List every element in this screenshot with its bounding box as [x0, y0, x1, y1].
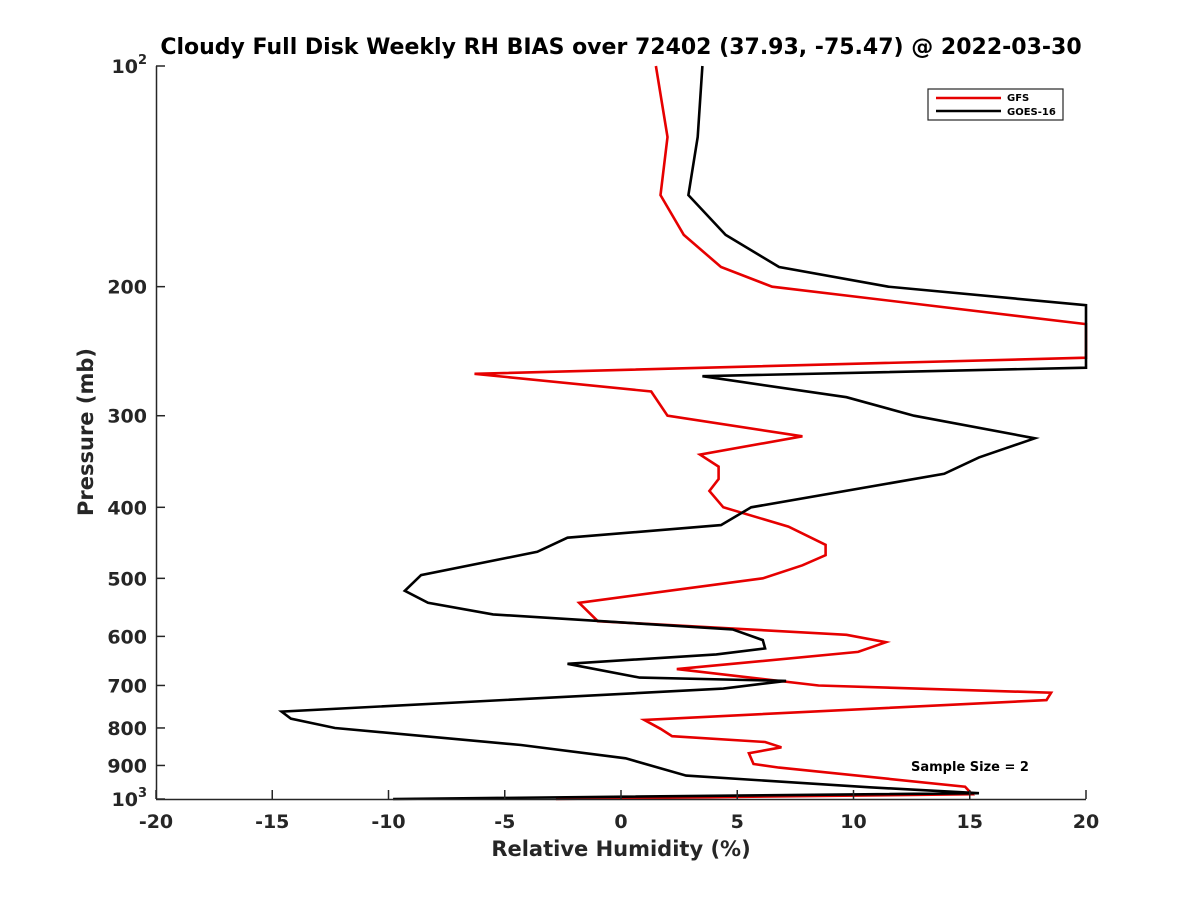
y-tick-label: 300: [107, 406, 147, 428]
plot-frame: [156, 66, 1086, 799]
plot-area: -20 -15 -10 -5 0 5 10 15 20 102 200 300 400 500 600 70…: [107, 53, 1099, 833]
series-line-goes16: [277, 65, 1088, 801]
x-tick-label: 0: [614, 811, 627, 833]
y-tick-label: 600: [107, 626, 147, 648]
y-ticks: 102 200 300 400 500 600 700 800 900 103: [107, 53, 165, 811]
y-tick-label: 103: [112, 786, 148, 811]
y-tick-label: 800: [107, 718, 147, 740]
y-axis-label: Pressure (mb): [74, 348, 98, 516]
y-tick-label: 700: [107, 675, 147, 697]
x-tick-label: -5: [494, 811, 515, 833]
chart-title: Cloudy Full Disk Weekly RH BIAS over 724…: [160, 35, 1081, 60]
x-tick-label: 15: [957, 811, 983, 833]
x-tick-label: 20: [1073, 811, 1099, 833]
x-tick-label: 10: [840, 811, 866, 833]
series-layer: [277, 65, 1088, 801]
x-tick-label: -15: [255, 811, 289, 833]
legend-box: [927, 88, 1064, 121]
x-tick-label: -20: [139, 811, 173, 833]
legend-label-gfs: GFS: [1007, 93, 1029, 104]
legend-label-goes16: GOES-16: [1007, 107, 1056, 118]
x-tick-label: 5: [731, 811, 744, 833]
y-tick-label: 200: [107, 277, 147, 299]
y-tick-label: 102: [112, 53, 148, 78]
legend: GFS GOES-16: [927, 88, 1064, 121]
x-axis-label: Relative Humidity (%): [491, 837, 750, 861]
x-ticks: -20 -15 -10 -5 0 5 10 15 20: [139, 790, 1099, 833]
y-tick-label: 400: [107, 497, 147, 519]
y-tick-label: 500: [107, 568, 147, 590]
sample-size-annotation: Sample Size = 2: [911, 760, 1029, 775]
x-tick-label: -10: [371, 811, 405, 833]
y-tick-label: 900: [107, 755, 147, 777]
